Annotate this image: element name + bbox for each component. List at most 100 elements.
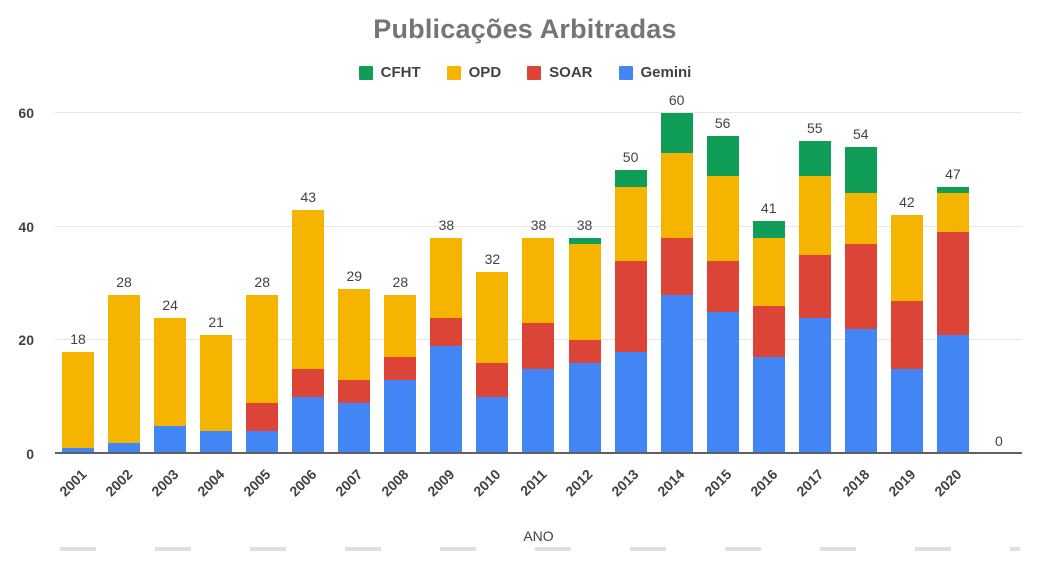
total-label: 38 — [438, 217, 455, 234]
bar-segment-opd[interactable] — [292, 209, 325, 369]
bar-segment-soar[interactable] — [430, 317, 463, 347]
bar-segment-gemini[interactable] — [430, 346, 463, 454]
stacked-bar — [476, 113, 509, 454]
legend-swatch-cfht — [358, 65, 373, 80]
total-label: 28 — [116, 273, 132, 290]
stacked-bar — [522, 113, 555, 454]
bar-segment-soar[interactable] — [384, 357, 417, 381]
total-label: 54 — [853, 126, 869, 143]
stacked-bar — [890, 113, 923, 454]
bar-segment-soar[interactable] — [292, 368, 325, 398]
bar-segment-soar[interactable] — [706, 260, 739, 312]
bar-segment-opd[interactable] — [200, 334, 233, 432]
bar-segment-cfht[interactable] — [936, 186, 969, 193]
bar-segment-opd[interactable] — [62, 351, 95, 449]
bar-segment-opd[interactable] — [108, 294, 141, 443]
bar-segment-gemini[interactable] — [568, 363, 601, 454]
stacked-bar — [292, 113, 325, 454]
bar-segment-opd[interactable] — [338, 289, 371, 381]
bar-segment-soar[interactable] — [522, 323, 555, 369]
bar-segment-soar[interactable] — [798, 255, 831, 318]
bar-segment-gemini[interactable] — [200, 431, 233, 454]
bar-segment-opd[interactable] — [614, 186, 647, 261]
x-tick-label: 2001 — [56, 466, 90, 500]
bar-segment-cfht[interactable] — [568, 238, 601, 244]
bar-segment-opd[interactable] — [844, 192, 877, 244]
total-label: 28 — [392, 273, 409, 290]
bar-segment-opd[interactable] — [706, 175, 739, 261]
bar-segment-cfht[interactable] — [706, 135, 739, 176]
stacked-bar — [798, 113, 831, 454]
x-tick-label: 2010 — [470, 466, 504, 500]
bar-segment-soar[interactable] — [936, 232, 969, 335]
total-label: 38 — [530, 217, 547, 234]
bar-segment-opd[interactable] — [660, 152, 693, 239]
bar-segment-gemini[interactable] — [292, 397, 325, 454]
bar-slot: 38 2011 — [515, 113, 561, 499]
bar-slot: 54 2018 — [838, 113, 884, 499]
stacked-bar — [568, 113, 601, 454]
bar-segment-soar[interactable] — [476, 363, 509, 398]
bar-segment-gemini[interactable] — [614, 351, 647, 454]
bar-slot: 50 2013 — [608, 113, 654, 499]
bar-segment-cfht[interactable] — [752, 221, 785, 239]
total-label: 29 — [346, 268, 363, 285]
stacked-bar — [660, 113, 693, 454]
bar-segment-opd[interactable] — [384, 294, 417, 358]
bar-segment-soar[interactable] — [844, 243, 877, 329]
bar-slot: 28 2008 — [377, 113, 423, 499]
bar-segment-gemini[interactable] — [890, 368, 923, 454]
bar-segment-gemini[interactable] — [522, 368, 555, 454]
x-tick-label: 2005 — [240, 466, 274, 500]
x-tick-label: 2003 — [148, 466, 182, 500]
legend-item-gemini[interactable]: Gemini — [618, 64, 691, 81]
bar-segment-opd[interactable] — [890, 215, 923, 301]
bar-segment-soar[interactable] — [890, 300, 923, 369]
bar-segment-soar[interactable] — [246, 402, 279, 432]
bar-segment-opd[interactable] — [752, 238, 785, 307]
legend-item-soar[interactable]: SOAR — [527, 64, 593, 81]
bar-segment-soar[interactable] — [338, 380, 371, 403]
bar-segment-gemini[interactable] — [338, 402, 371, 454]
bar-segment-opd[interactable] — [430, 238, 463, 318]
bar-segment-opd[interactable] — [246, 294, 279, 403]
bar-segment-gemini[interactable] — [936, 334, 969, 454]
bar-segment-opd[interactable] — [154, 317, 187, 426]
bar-segment-soar[interactable] — [752, 306, 785, 358]
bar-segment-gemini[interactable] — [154, 425, 187, 454]
bar-segment-cfht[interactable] — [660, 113, 693, 153]
bar-segment-gemini[interactable] — [706, 311, 739, 454]
bar-segment-gemini[interactable] — [108, 442, 141, 454]
total-label: 28 — [254, 273, 270, 290]
bar-segment-opd[interactable] — [568, 243, 601, 341]
bar-segment-opd[interactable] — [798, 175, 831, 256]
bar-segment-gemini[interactable] — [844, 328, 877, 454]
bar-slot: 55 2017 — [792, 113, 838, 499]
bar-segment-gemini[interactable] — [660, 294, 693, 454]
bar-segment-cfht[interactable] — [798, 141, 831, 176]
bar-slot: 56 2015 — [700, 113, 746, 499]
bar-segment-gemini[interactable] — [62, 448, 95, 454]
bar-segment-soar[interactable] — [614, 260, 647, 352]
bar-segment-soar[interactable] — [568, 340, 601, 364]
bar-segment-opd[interactable] — [476, 272, 509, 364]
bar-slot: 38 2012 — [562, 113, 608, 499]
bar-segment-gemini[interactable] — [798, 317, 831, 454]
bar-segment-gemini[interactable] — [476, 397, 509, 454]
x-tick-label: 2016 — [746, 466, 781, 500]
legend-item-cfht[interactable]: CFHT — [358, 64, 421, 81]
bar-segment-gemini[interactable] — [384, 380, 417, 454]
gridline — [55, 112, 1022, 113]
bar-segment-opd[interactable] — [936, 192, 969, 233]
bar-segment-opd[interactable] — [522, 238, 555, 324]
bar-segment-gemini[interactable] — [246, 431, 279, 454]
bar-segment-cfht[interactable] — [844, 147, 877, 193]
total-label: 21 — [208, 313, 224, 330]
total-label: 55 — [806, 120, 823, 137]
x-axis-baseline — [55, 452, 1022, 454]
bar-segment-soar[interactable] — [660, 238, 693, 295]
bar-segment-cfht[interactable] — [614, 169, 647, 187]
legend-item-opd[interactable]: OPD — [446, 64, 501, 81]
bar-segment-gemini[interactable] — [752, 357, 785, 454]
total-label: 60 — [668, 92, 685, 108]
